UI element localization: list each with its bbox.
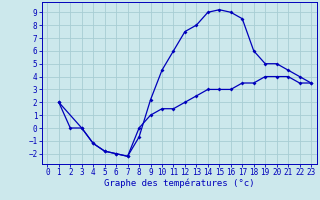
X-axis label: Graphe des températures (°c): Graphe des températures (°c): [104, 179, 254, 188]
